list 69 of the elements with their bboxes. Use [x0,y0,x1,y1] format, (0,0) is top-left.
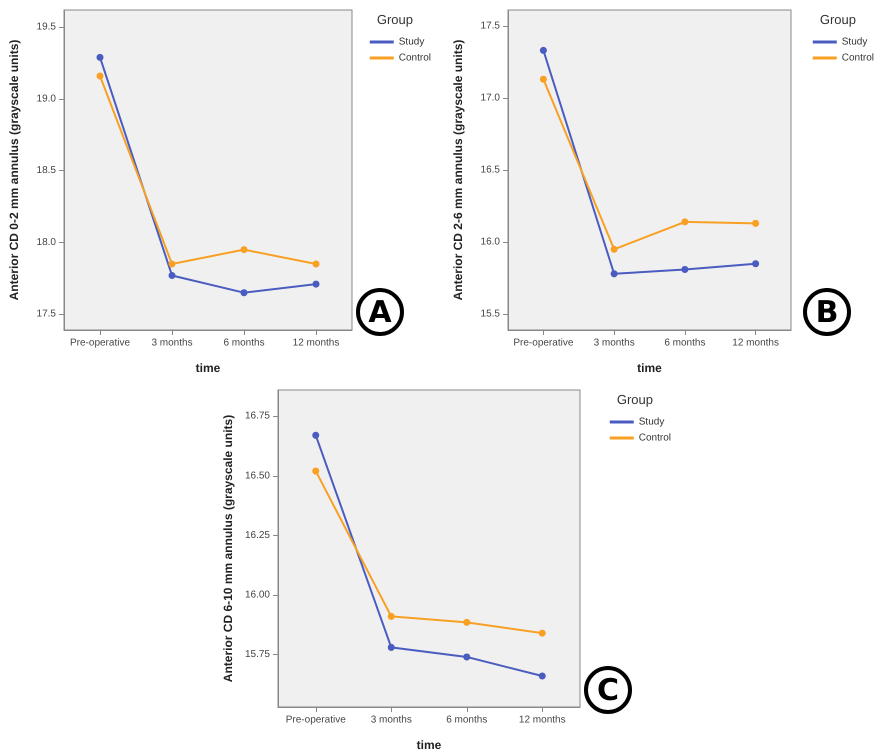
x-tick-label: 6 months [446,714,488,726]
point [540,46,547,54]
y-tick-label: 15.75 [244,649,270,660]
y-tick-label: 16.50 [244,470,270,482]
point [388,644,395,651]
point [752,220,760,227]
point [312,280,320,288]
y-axis-title: Anterior CD 6-10 mm annulus (grayscale units) [221,414,235,682]
text: C [584,666,632,714]
point [240,289,248,296]
point [240,246,248,254]
legend-label: Study [638,416,664,428]
text: A [356,288,404,336]
y-tick-label: 19.5 [36,22,56,33]
legend-label: Control [398,52,432,64]
legend-label: Control [638,432,672,444]
y-tick-label: 16.0 [480,236,500,248]
point [96,72,104,80]
y-axis-title: Anterior CD 0-2 mm annulus (grayscale units) [7,40,21,300]
y-tick-label: 17.5 [480,20,500,32]
y-tick-label: 16.25 [244,530,270,541]
point [312,432,320,439]
y-tick-label: 19.0 [36,93,56,104]
point [681,266,688,273]
point [463,653,470,660]
point [312,468,320,475]
point [168,272,176,279]
y-tick-label: 16.75 [244,410,270,422]
x-axis-title: time [196,361,221,375]
x-tick-label: 6 months [223,338,265,348]
x-tick-label: 12 months [292,338,340,348]
y-tick-label: 16.5 [480,164,500,176]
x-tick-label: 3 months [151,338,193,348]
y-tick-label: 17.5 [36,308,56,320]
legend-label: Study [398,36,424,48]
text: B [803,288,851,336]
y-tick-label: 15.5 [480,308,500,320]
point [538,672,546,680]
y-tick-label: 18.0 [36,236,56,248]
x-tick-label: 3 months [370,714,412,726]
x-tick-label: 6 months [664,338,706,348]
legend-label: Study [842,36,868,48]
point [388,612,395,620]
point [610,270,618,278]
x-tick-label: 3 months [594,338,635,348]
legend-title: Group [376,12,414,27]
x-tick-label: 12 months [518,714,566,726]
point [752,260,760,268]
x-axis-title: time [416,738,442,752]
point [463,618,470,626]
y-tick-label: 18.5 [36,165,56,176]
point [538,630,546,637]
y-tick-label: 16.00 [244,589,270,600]
x-axis-title: time [637,361,662,375]
legend-title: Group [820,12,856,27]
x-tick-label: Pre-operative [70,338,130,348]
point [96,54,104,61]
x-tick-label: Pre-operative [513,338,574,348]
point [168,260,176,268]
x-tick-label: 12 months [732,338,779,348]
y-axis-title: Anterior CD 2-6 mm annulus (grayscale units) [451,40,465,300]
point [610,246,618,253]
point [312,260,320,268]
point [681,218,688,226]
y-tick-label: 17.0 [480,92,500,104]
legend-label: Control [842,52,874,64]
legend-title: Group [616,392,654,407]
x-tick-label: Pre-operative [286,714,346,726]
point [540,76,547,83]
